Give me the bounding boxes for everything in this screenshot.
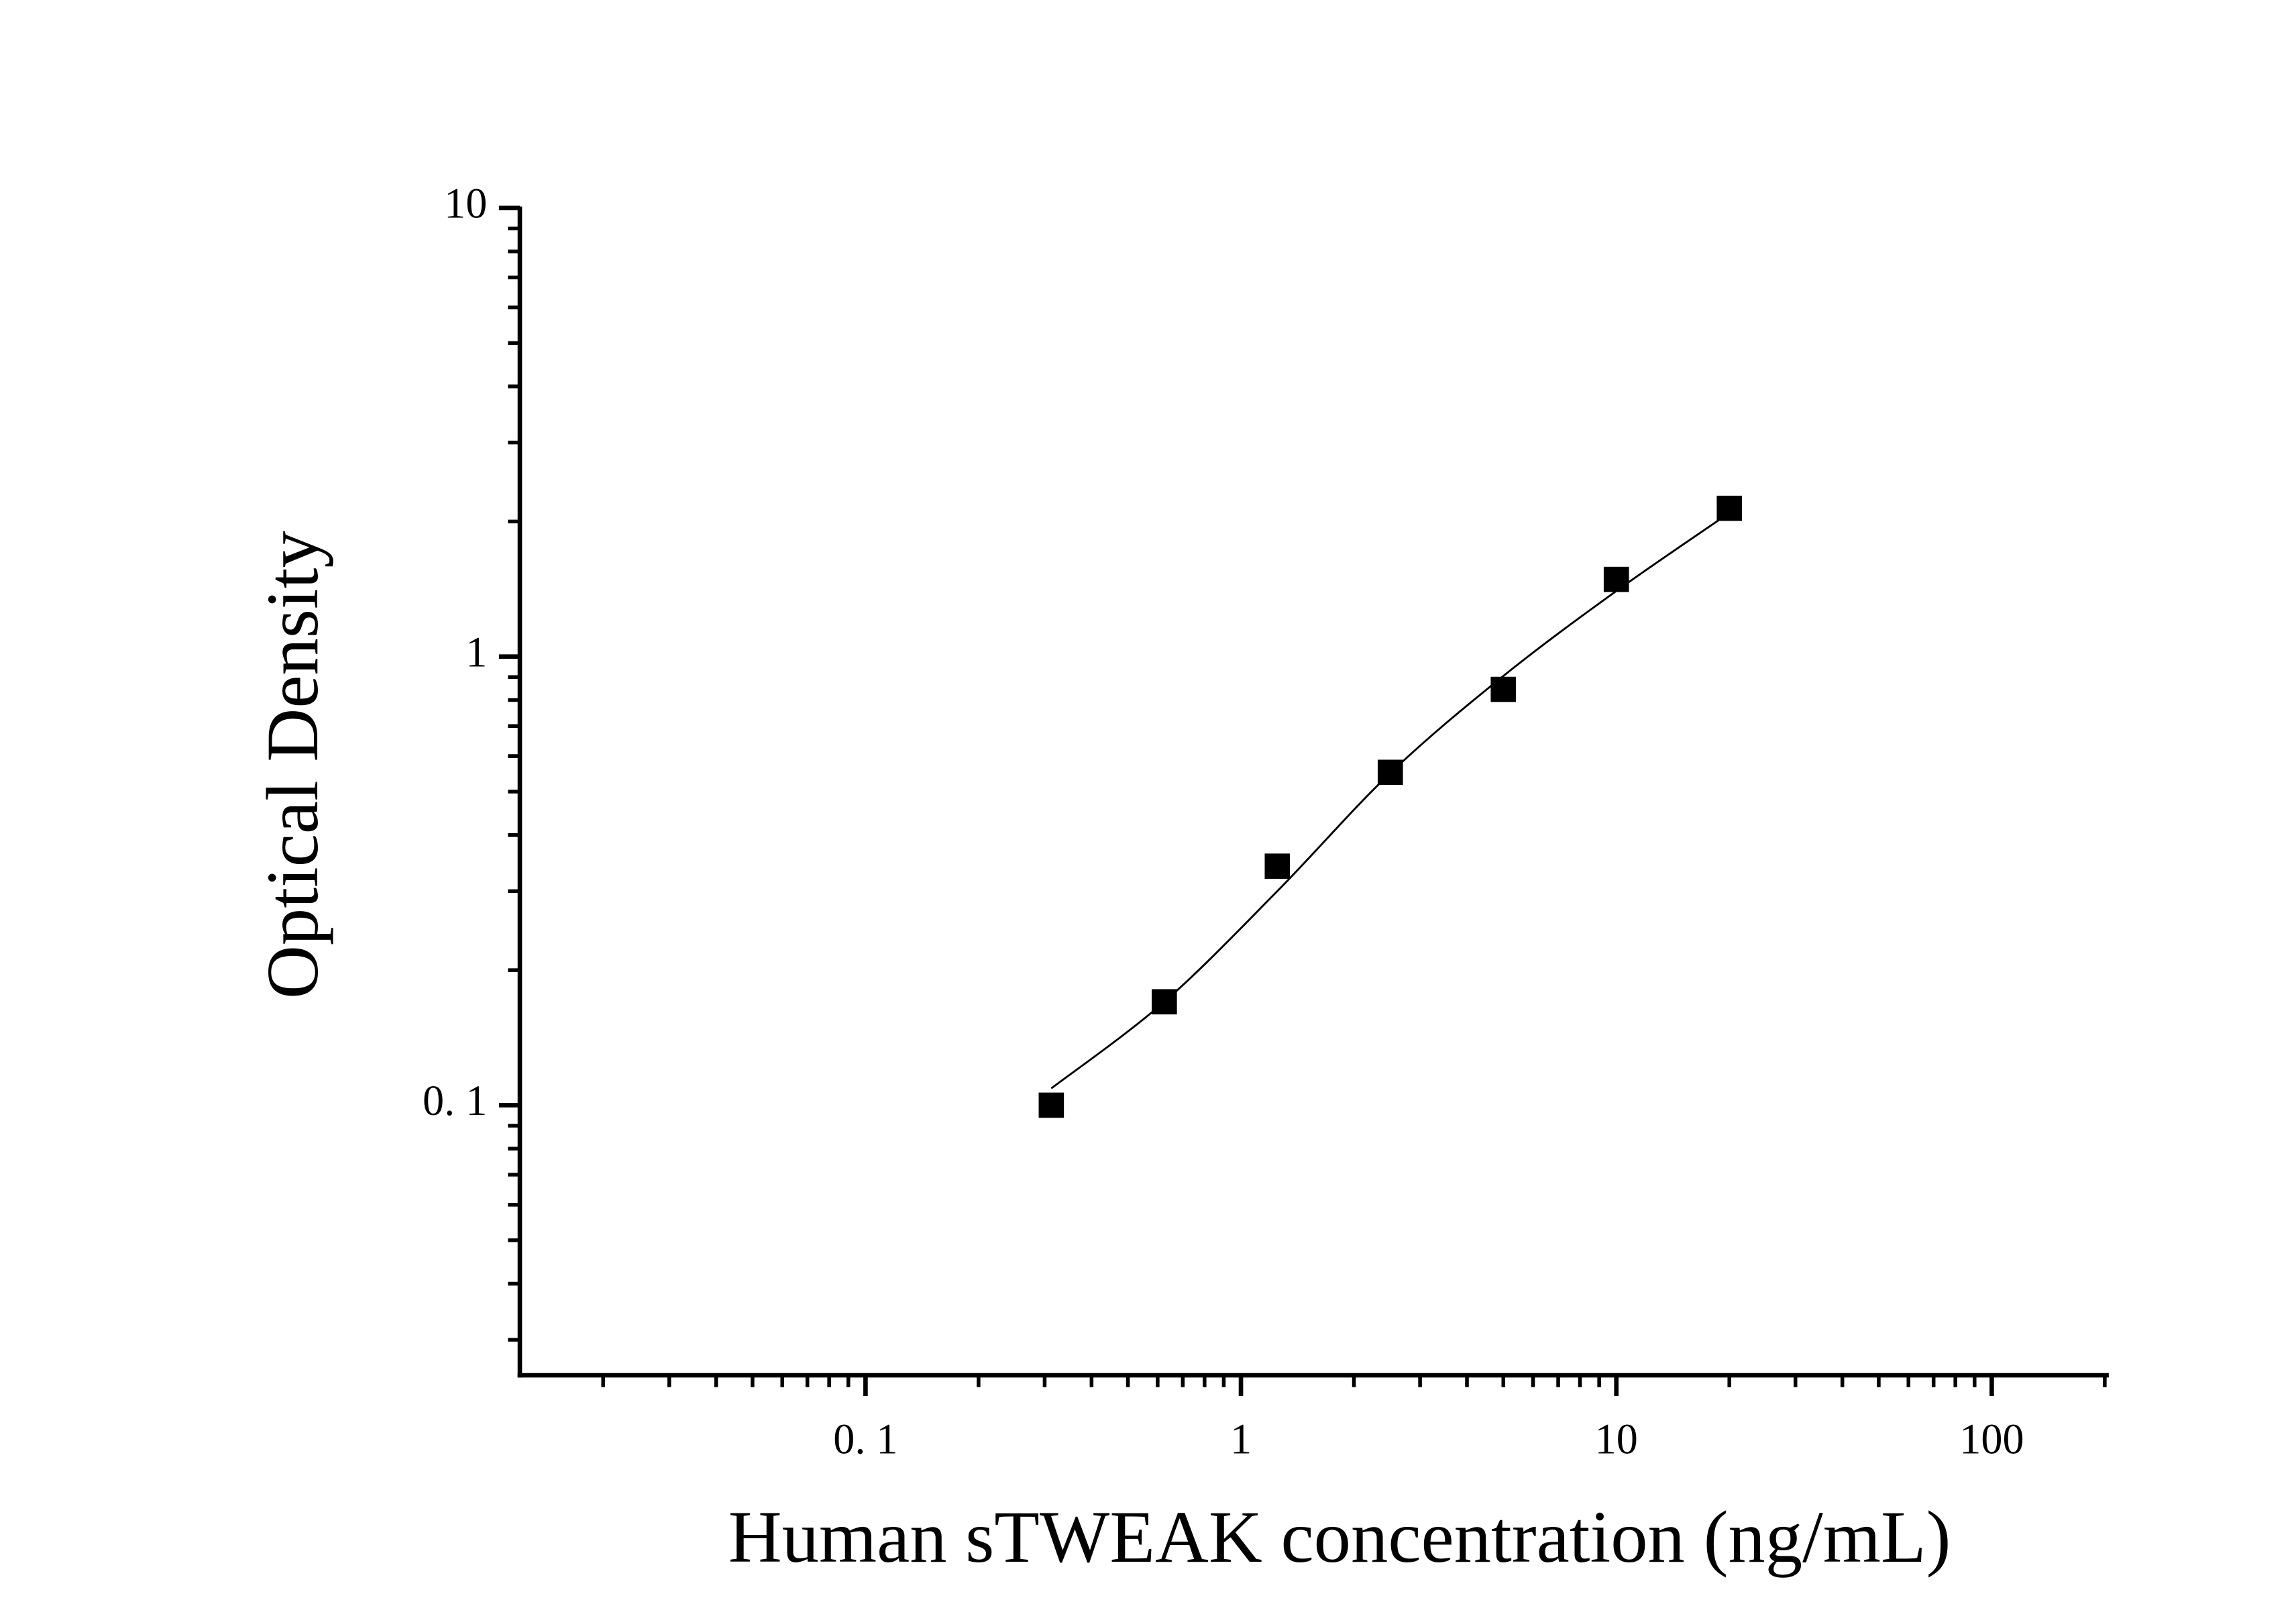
y-tick-label: 10: [444, 180, 487, 227]
data-point: [1264, 853, 1291, 879]
x-tick-label: 10: [1595, 1415, 1638, 1463]
x-tick-label: 100: [1959, 1415, 2024, 1463]
x-tick-label: 0. 1: [833, 1415, 897, 1463]
data-point: [1716, 495, 1743, 521]
y-axis-title: Optical Density: [251, 531, 333, 999]
x-tick-label: 1: [1230, 1415, 1252, 1463]
data-point: [1377, 759, 1403, 786]
y-tick-label: 0. 1: [423, 1077, 487, 1124]
data-point: [1038, 1092, 1064, 1118]
y-tick-label: 1: [466, 628, 487, 676]
data-point: [1603, 566, 1629, 592]
x-axis-title: Human sTWEAK concentration (ng/mL): [728, 1495, 1951, 1578]
data-point: [1490, 676, 1517, 702]
data-point: [1151, 989, 1177, 1015]
